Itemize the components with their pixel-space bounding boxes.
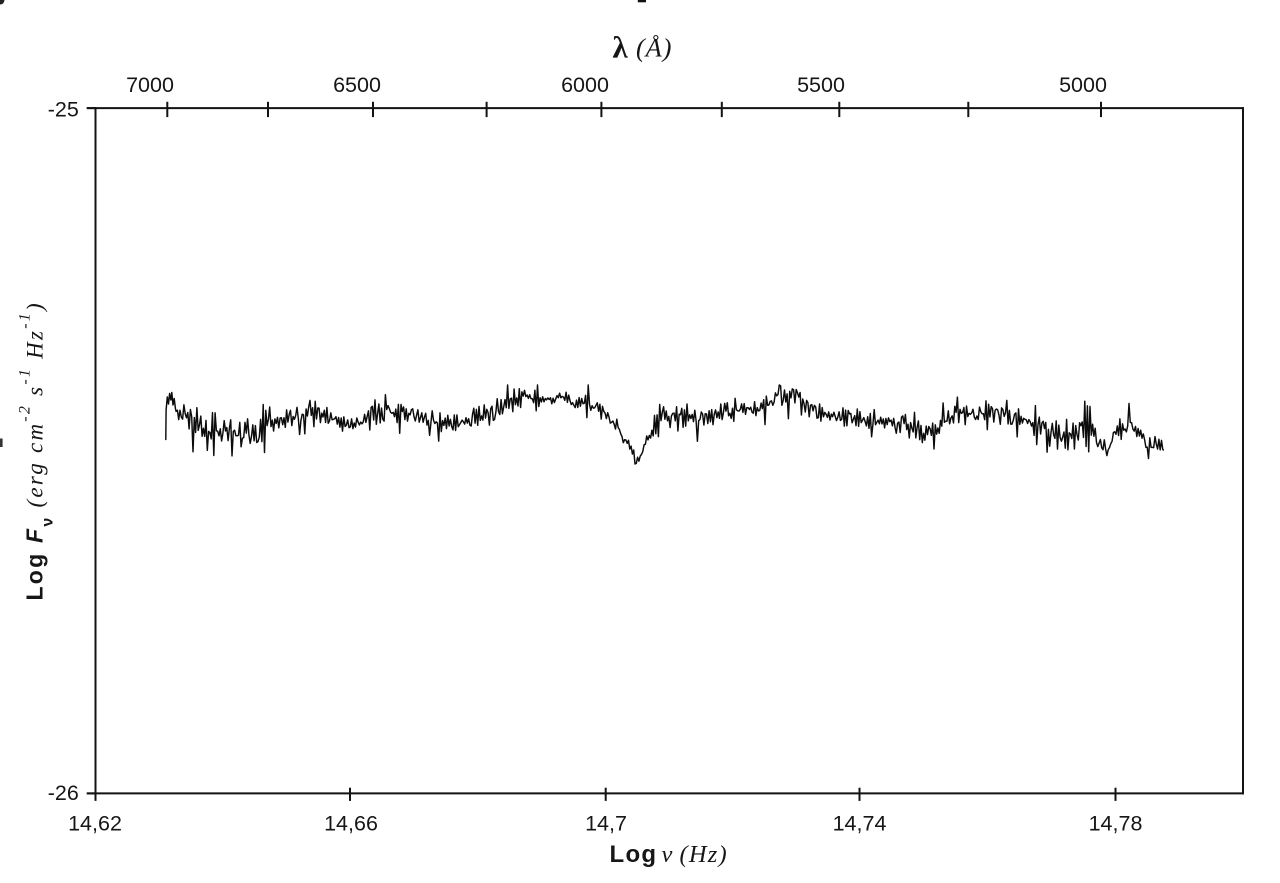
svg-text:6000: 6000 bbox=[561, 73, 609, 97]
svg-text:14,74: 14,74 bbox=[833, 812, 887, 836]
svg-text:-26: -26 bbox=[48, 781, 79, 805]
svg-text:5000: 5000 bbox=[1059, 73, 1107, 97]
svg-text:7000: 7000 bbox=[126, 73, 174, 97]
svg-text:(Hz): (Hz) bbox=[680, 841, 728, 868]
svg-text:(Å): (Å) bbox=[636, 33, 672, 63]
svg-text:6500: 6500 bbox=[333, 73, 381, 97]
svg-text:ν: ν bbox=[662, 841, 673, 868]
svg-text:14,78: 14,78 bbox=[1089, 812, 1143, 836]
svg-text:14,62: 14,62 bbox=[68, 812, 122, 836]
svg-text:14,66: 14,66 bbox=[324, 812, 378, 836]
svg-text:-25: -25 bbox=[48, 98, 79, 122]
svg-text:14,7: 14,7 bbox=[585, 812, 627, 836]
svg-text:5500: 5500 bbox=[797, 73, 845, 97]
svg-text:λ: λ bbox=[613, 30, 629, 65]
svg-text:Log: Log bbox=[610, 841, 658, 868]
